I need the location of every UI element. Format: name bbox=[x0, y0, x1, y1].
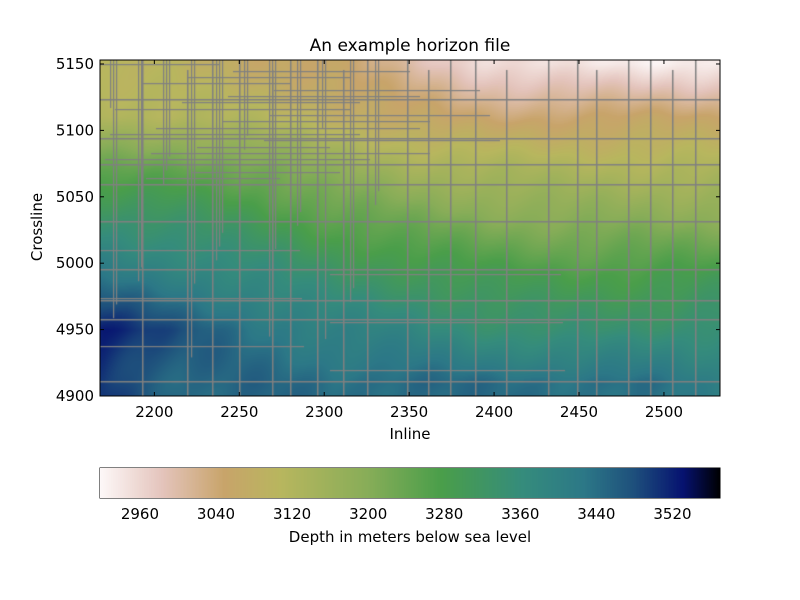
colorbar-tick-label: 2960 bbox=[121, 505, 159, 523]
y-tick-label: 5100 bbox=[56, 121, 94, 139]
y-tick-label: 4950 bbox=[56, 321, 94, 339]
x-tick-label: 2200 bbox=[135, 403, 173, 421]
horizon-heatmap bbox=[100, 60, 720, 396]
y-tick-label: 5050 bbox=[56, 188, 94, 206]
colorbar-tick-label: 3120 bbox=[273, 505, 311, 523]
y-axis-label: Crossline bbox=[28, 192, 46, 262]
y-tick-label: 5150 bbox=[56, 55, 94, 73]
colorbar-tick-label: 3520 bbox=[653, 505, 691, 523]
x-tick-label: 2400 bbox=[475, 403, 513, 421]
x-tick-label: 2300 bbox=[305, 403, 343, 421]
colorbar-label: Depth in meters below sea level bbox=[288, 528, 532, 546]
plot-frame bbox=[99, 59, 721, 397]
colorbar-tick-label: 3040 bbox=[197, 505, 235, 523]
colorbar bbox=[100, 468, 720, 498]
x-axis-label: Inline bbox=[389, 425, 431, 443]
colorbar-tick-label: 3360 bbox=[501, 505, 539, 523]
y-tick-label: 5000 bbox=[56, 254, 94, 272]
x-tick-label: 2500 bbox=[645, 403, 683, 421]
y-tick-label: 4900 bbox=[56, 387, 94, 405]
x-tick-label: 2250 bbox=[220, 403, 258, 421]
x-tick-label: 2450 bbox=[560, 403, 598, 421]
chart-title: An example horizon file bbox=[309, 36, 511, 56]
colorbar-tick-label: 3280 bbox=[425, 505, 463, 523]
colorbar-tick-label: 3440 bbox=[577, 505, 615, 523]
colorbar-tick-label: 3200 bbox=[349, 505, 387, 523]
x-tick-label: 2350 bbox=[390, 403, 428, 421]
